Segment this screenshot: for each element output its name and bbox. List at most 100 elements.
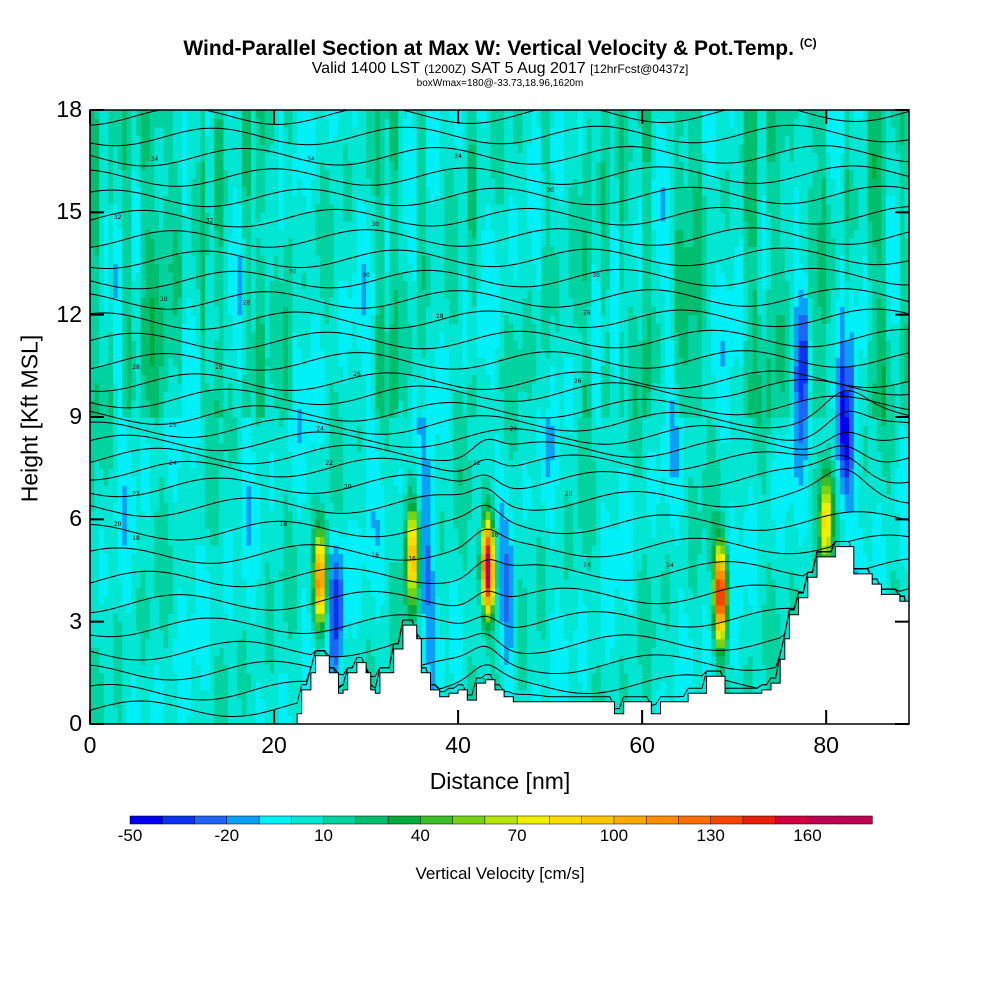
velocity-cell [338,502,344,512]
velocity-cell [255,399,261,410]
velocity-cell [384,229,390,239]
velocity-cell [126,672,133,682]
velocity-cell [218,596,225,606]
velocity-cell [310,152,317,162]
velocity-cell [301,340,307,350]
velocity-cell [136,502,142,512]
velocity-cell [315,118,321,128]
velocity-cell [223,476,229,486]
velocity-cell [283,451,289,461]
velocity-cell [301,553,307,563]
velocity-cell [274,630,280,640]
velocity-cell [356,237,363,248]
velocity-cell [260,596,266,606]
velocity-cell [218,314,225,324]
velocity-cell [315,110,321,120]
velocity-cell [343,493,349,503]
velocity-cell [297,425,303,435]
velocity-cell [375,476,381,486]
velocity-cell [237,553,243,563]
velocity-cell [246,570,252,580]
velocity-cell [301,638,307,648]
velocity-cell [375,544,381,555]
velocity-cell [191,715,197,724]
velocity-cell [306,374,312,384]
velocity-cell [379,178,386,188]
velocity-cell [297,553,303,563]
velocity-cell [228,229,234,239]
velocity-cell [191,553,197,563]
velocity-cell [310,408,317,418]
velocity-cell [136,698,142,708]
velocity-cell [246,382,252,393]
velocity-cell [214,459,220,469]
velocity-cell [182,613,188,623]
velocity-cell [186,399,192,410]
velocity-cell [292,246,298,256]
velocity-cell [324,604,330,614]
velocity-cell [177,476,183,486]
velocity-cell [172,408,179,418]
velocity-cell [375,118,381,128]
velocity-cell [195,297,202,307]
velocity-cell [379,391,386,401]
velocity-cell [398,331,404,341]
velocity-cell [320,587,326,597]
velocity-cell [274,237,280,248]
velocity-cell [297,544,303,555]
velocity-cell [370,161,376,171]
velocity-cell [168,527,174,537]
velocity-cell [145,664,151,674]
velocity-cell [347,664,353,674]
velocity-cell [375,331,381,341]
velocity-cell [366,178,372,188]
velocity-cell [149,178,156,188]
velocity-cell [131,408,137,418]
velocity-cell [329,408,335,418]
velocity-cell [228,306,234,316]
velocity-cell [237,613,243,623]
velocity-cell [191,664,197,674]
velocity-cell [379,434,386,444]
velocity-cell [251,203,257,213]
velocity-cell [255,263,261,273]
velocity-cell [338,110,344,120]
velocity-cell [251,229,257,239]
velocity-cell [126,144,133,154]
velocity-cell [99,323,105,333]
velocity-cell [255,254,261,265]
velocity-cell [182,706,188,717]
velocity-cell [241,331,248,341]
velocity-cell [117,630,123,640]
velocity-cell [113,493,119,503]
velocity-cell [375,391,381,401]
velocity-cell [310,391,317,401]
velocity-cell [131,399,137,410]
velocity-cell [297,314,303,324]
velocity-cell [154,604,160,614]
velocity-cell [99,144,105,154]
velocity-cell [283,485,289,495]
velocity-cell [117,655,123,665]
velocity-cell [241,715,248,724]
velocity-cell [287,417,294,427]
velocity-cell [237,186,243,196]
velocity-cell [347,220,353,230]
velocity-cell [168,664,174,674]
velocity-cell [301,161,307,171]
velocity-cell [310,272,317,282]
velocity-cell [140,272,146,282]
velocity-cell [103,706,109,717]
velocity-cell [191,510,197,520]
velocity-cell [324,110,330,120]
velocity-cell [149,468,156,478]
velocity-cell [251,417,257,427]
velocity-cell [370,254,376,265]
velocity-cell [320,135,326,145]
velocity-cell [320,246,326,256]
velocity-cell [315,127,321,137]
velocity-cell [99,613,105,623]
velocity-cell [246,229,252,239]
velocity-cell [99,519,105,529]
velocity-cell [246,408,252,418]
